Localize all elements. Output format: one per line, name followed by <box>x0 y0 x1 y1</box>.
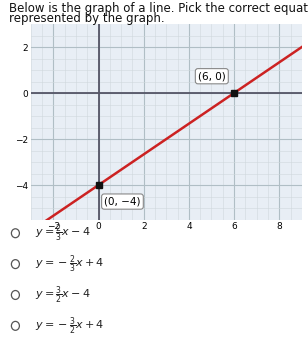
Text: represented by the graph.: represented by the graph. <box>9 12 165 25</box>
Text: $y = \frac{3}{2}x - 4$: $y = \frac{3}{2}x - 4$ <box>35 284 91 306</box>
Text: Below is the graph of a line. Pick the correct equation that is: Below is the graph of a line. Pick the c… <box>9 2 308 15</box>
Text: $y = \frac{2}{3}x - 4$: $y = \frac{2}{3}x - 4$ <box>35 223 91 244</box>
Text: $y = -\frac{2}{3}x + 4$: $y = -\frac{2}{3}x + 4$ <box>35 253 105 275</box>
Text: $y = -\frac{3}{2}x + 4$: $y = -\frac{3}{2}x + 4$ <box>35 315 105 336</box>
Text: (0, −4): (0, −4) <box>104 197 141 206</box>
Text: (6, 0): (6, 0) <box>198 71 226 81</box>
